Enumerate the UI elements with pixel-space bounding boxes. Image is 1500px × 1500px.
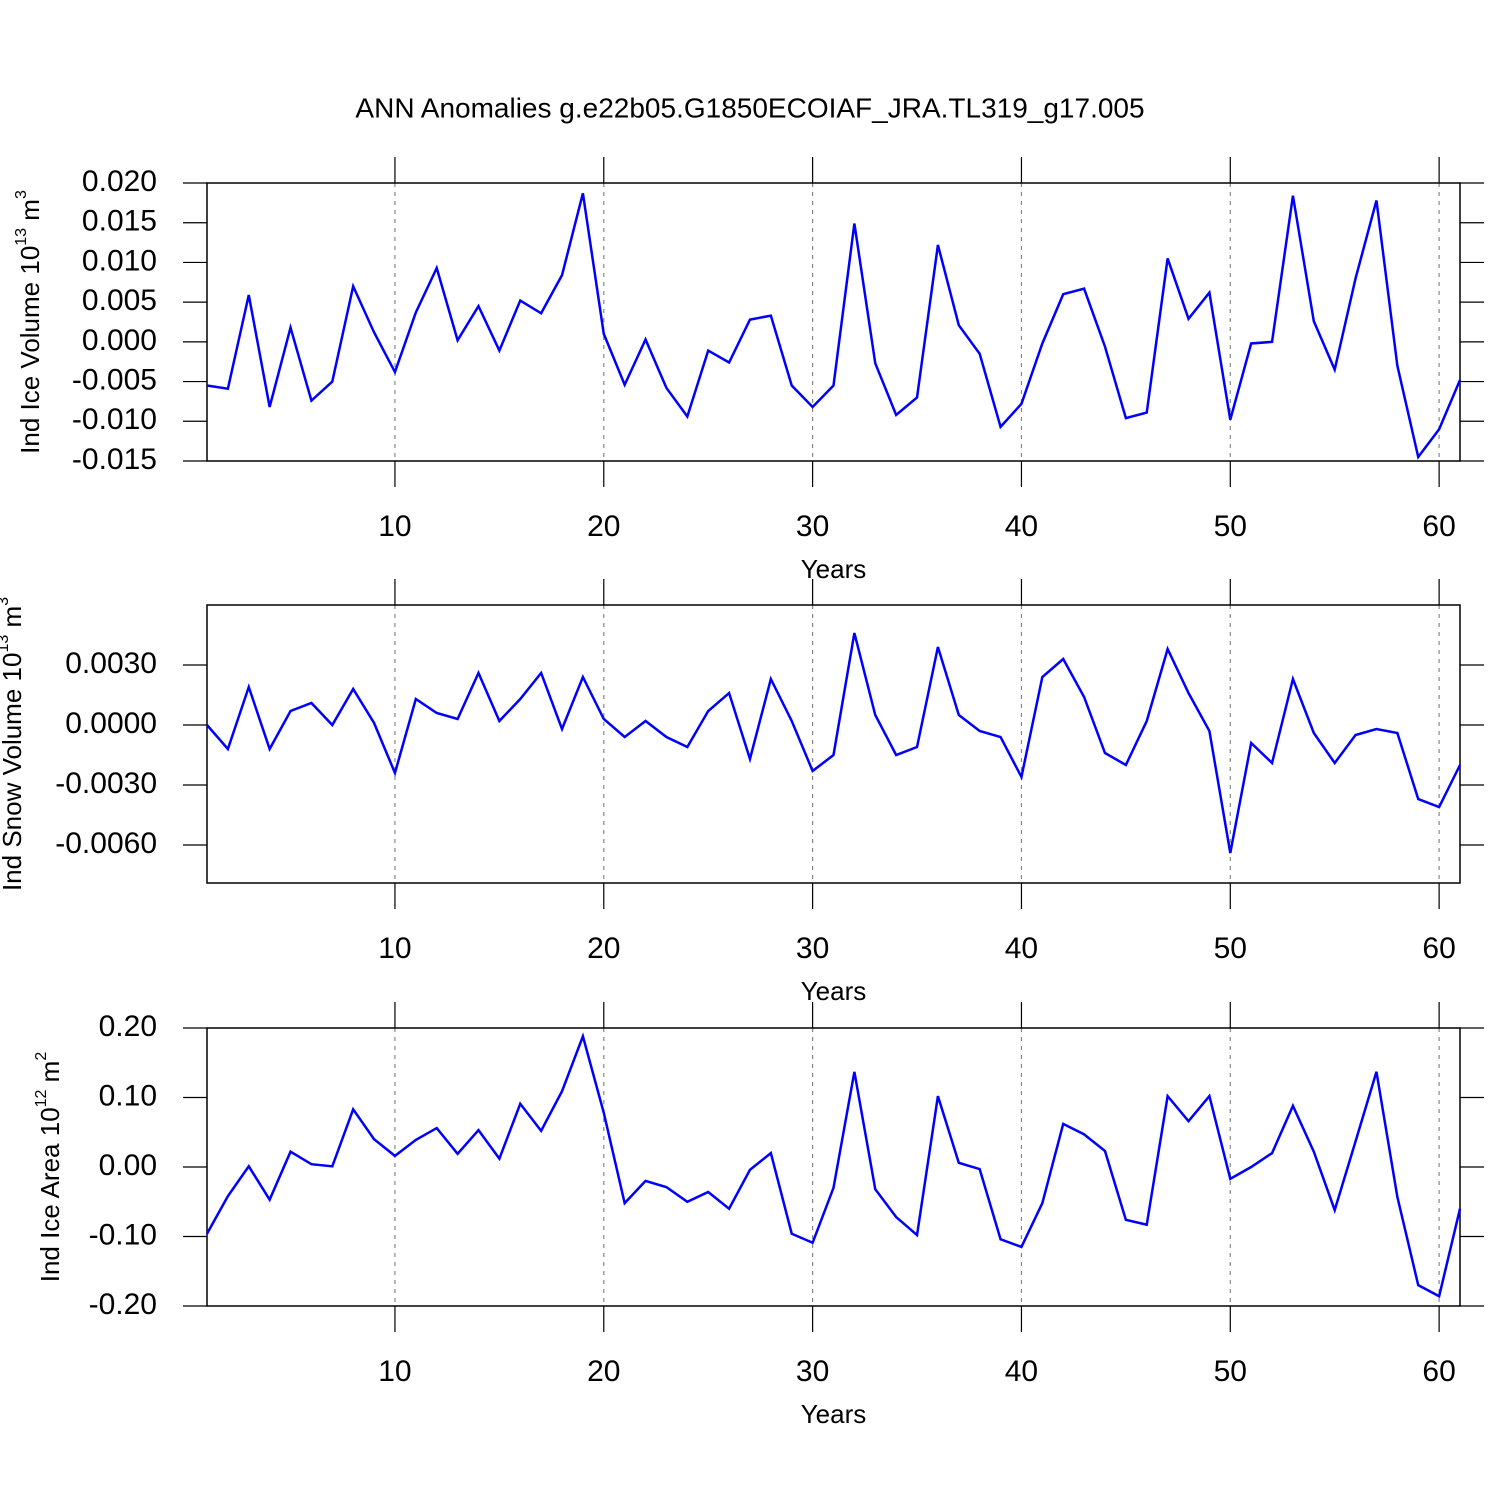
y-axis-title-part: m <box>35 1061 65 1090</box>
y-tick-label: -0.0060 <box>55 827 157 860</box>
y-tick-label: 0.0030 <box>65 647 157 680</box>
y-tick-label: -0.015 <box>72 443 157 476</box>
y-axis-title-exponent: 12 <box>33 1089 50 1107</box>
y-axis-title-exponent: 3 <box>13 190 30 199</box>
x-axis-title: Years <box>801 554 867 584</box>
x-tick-label: 40 <box>1005 510 1038 543</box>
y-tick-label: -0.10 <box>89 1218 157 1251</box>
y-axis-title: Ind Ice Area 1012 m2 <box>33 1052 65 1283</box>
plot-frame <box>206 1027 1461 1307</box>
x-tick-label: 50 <box>1214 932 1247 965</box>
x-axis-title: Years <box>801 976 867 1006</box>
x-tick-label: 20 <box>587 510 620 543</box>
y-tick-label: 0.20 <box>99 1010 157 1043</box>
x-tick-label: 30 <box>796 1355 829 1388</box>
y-tick-label: 0.0000 <box>65 707 157 740</box>
x-tick-label: 60 <box>1422 510 1455 543</box>
y-tick-label: 0.000 <box>82 324 157 357</box>
y-tick-label: -0.0030 <box>55 767 157 800</box>
plot-frame <box>206 182 1461 462</box>
x-tick-label: 60 <box>1422 932 1455 965</box>
y-axis-title-part: m <box>0 606 27 635</box>
x-tick-label: 10 <box>378 510 411 543</box>
y-axis-title-exponent: 3 <box>0 597 12 606</box>
data-line <box>206 632 1462 854</box>
x-axis-title: Years <box>801 1399 867 1429</box>
y-axis-title: Ind Ice Volume 1013 m3 <box>13 190 45 454</box>
y-tick-label: 0.010 <box>82 244 157 277</box>
y-axis-title-part: Ind Ice Area 10 <box>35 1107 65 1282</box>
x-tick-label: 20 <box>587 932 620 965</box>
y-tick-label: 0.020 <box>82 165 157 198</box>
x-tick-label: 20 <box>587 1355 620 1388</box>
y-axis-title: Ind Snow Volume 1013 m3 <box>0 597 27 891</box>
y-axis-title-exponent: 13 <box>13 228 30 246</box>
plot-frame <box>206 604 1461 884</box>
y-tick-label: -0.20 <box>89 1288 157 1321</box>
x-tick-label: 40 <box>1005 1355 1038 1388</box>
x-tick-label: 50 <box>1214 1355 1247 1388</box>
y-axis-title-part: Ind Ice Volume 10 <box>15 246 45 454</box>
y-axis-title-part: m <box>15 199 45 228</box>
y-tick-label: 0.10 <box>99 1079 157 1112</box>
y-tick-label: -0.010 <box>72 403 157 436</box>
y-tick-label: 0.00 <box>99 1149 157 1182</box>
x-tick-label: 30 <box>796 510 829 543</box>
x-tick-label: 30 <box>796 932 829 965</box>
x-tick-label: 60 <box>1422 1355 1455 1388</box>
x-tick-label: 10 <box>378 932 411 965</box>
x-tick-label: 10 <box>378 1355 411 1388</box>
y-tick-label: -0.005 <box>72 363 157 396</box>
y-axis-title-exponent: 2 <box>33 1052 50 1061</box>
y-tick-label: 0.005 <box>82 284 157 317</box>
x-tick-label: 40 <box>1005 932 1038 965</box>
x-tick-label: 50 <box>1214 510 1247 543</box>
data-line <box>205 1032 1462 1299</box>
y-axis-title-part: Ind Snow Volume 10 <box>0 653 27 892</box>
data-line <box>206 193 1462 460</box>
figure-title: ANN Anomalies g.e22b05.G1850ECOIAF_JRA.T… <box>355 92 1144 123</box>
y-axis-title-exponent: 13 <box>0 635 12 653</box>
y-tick-label: 0.015 <box>82 205 157 238</box>
